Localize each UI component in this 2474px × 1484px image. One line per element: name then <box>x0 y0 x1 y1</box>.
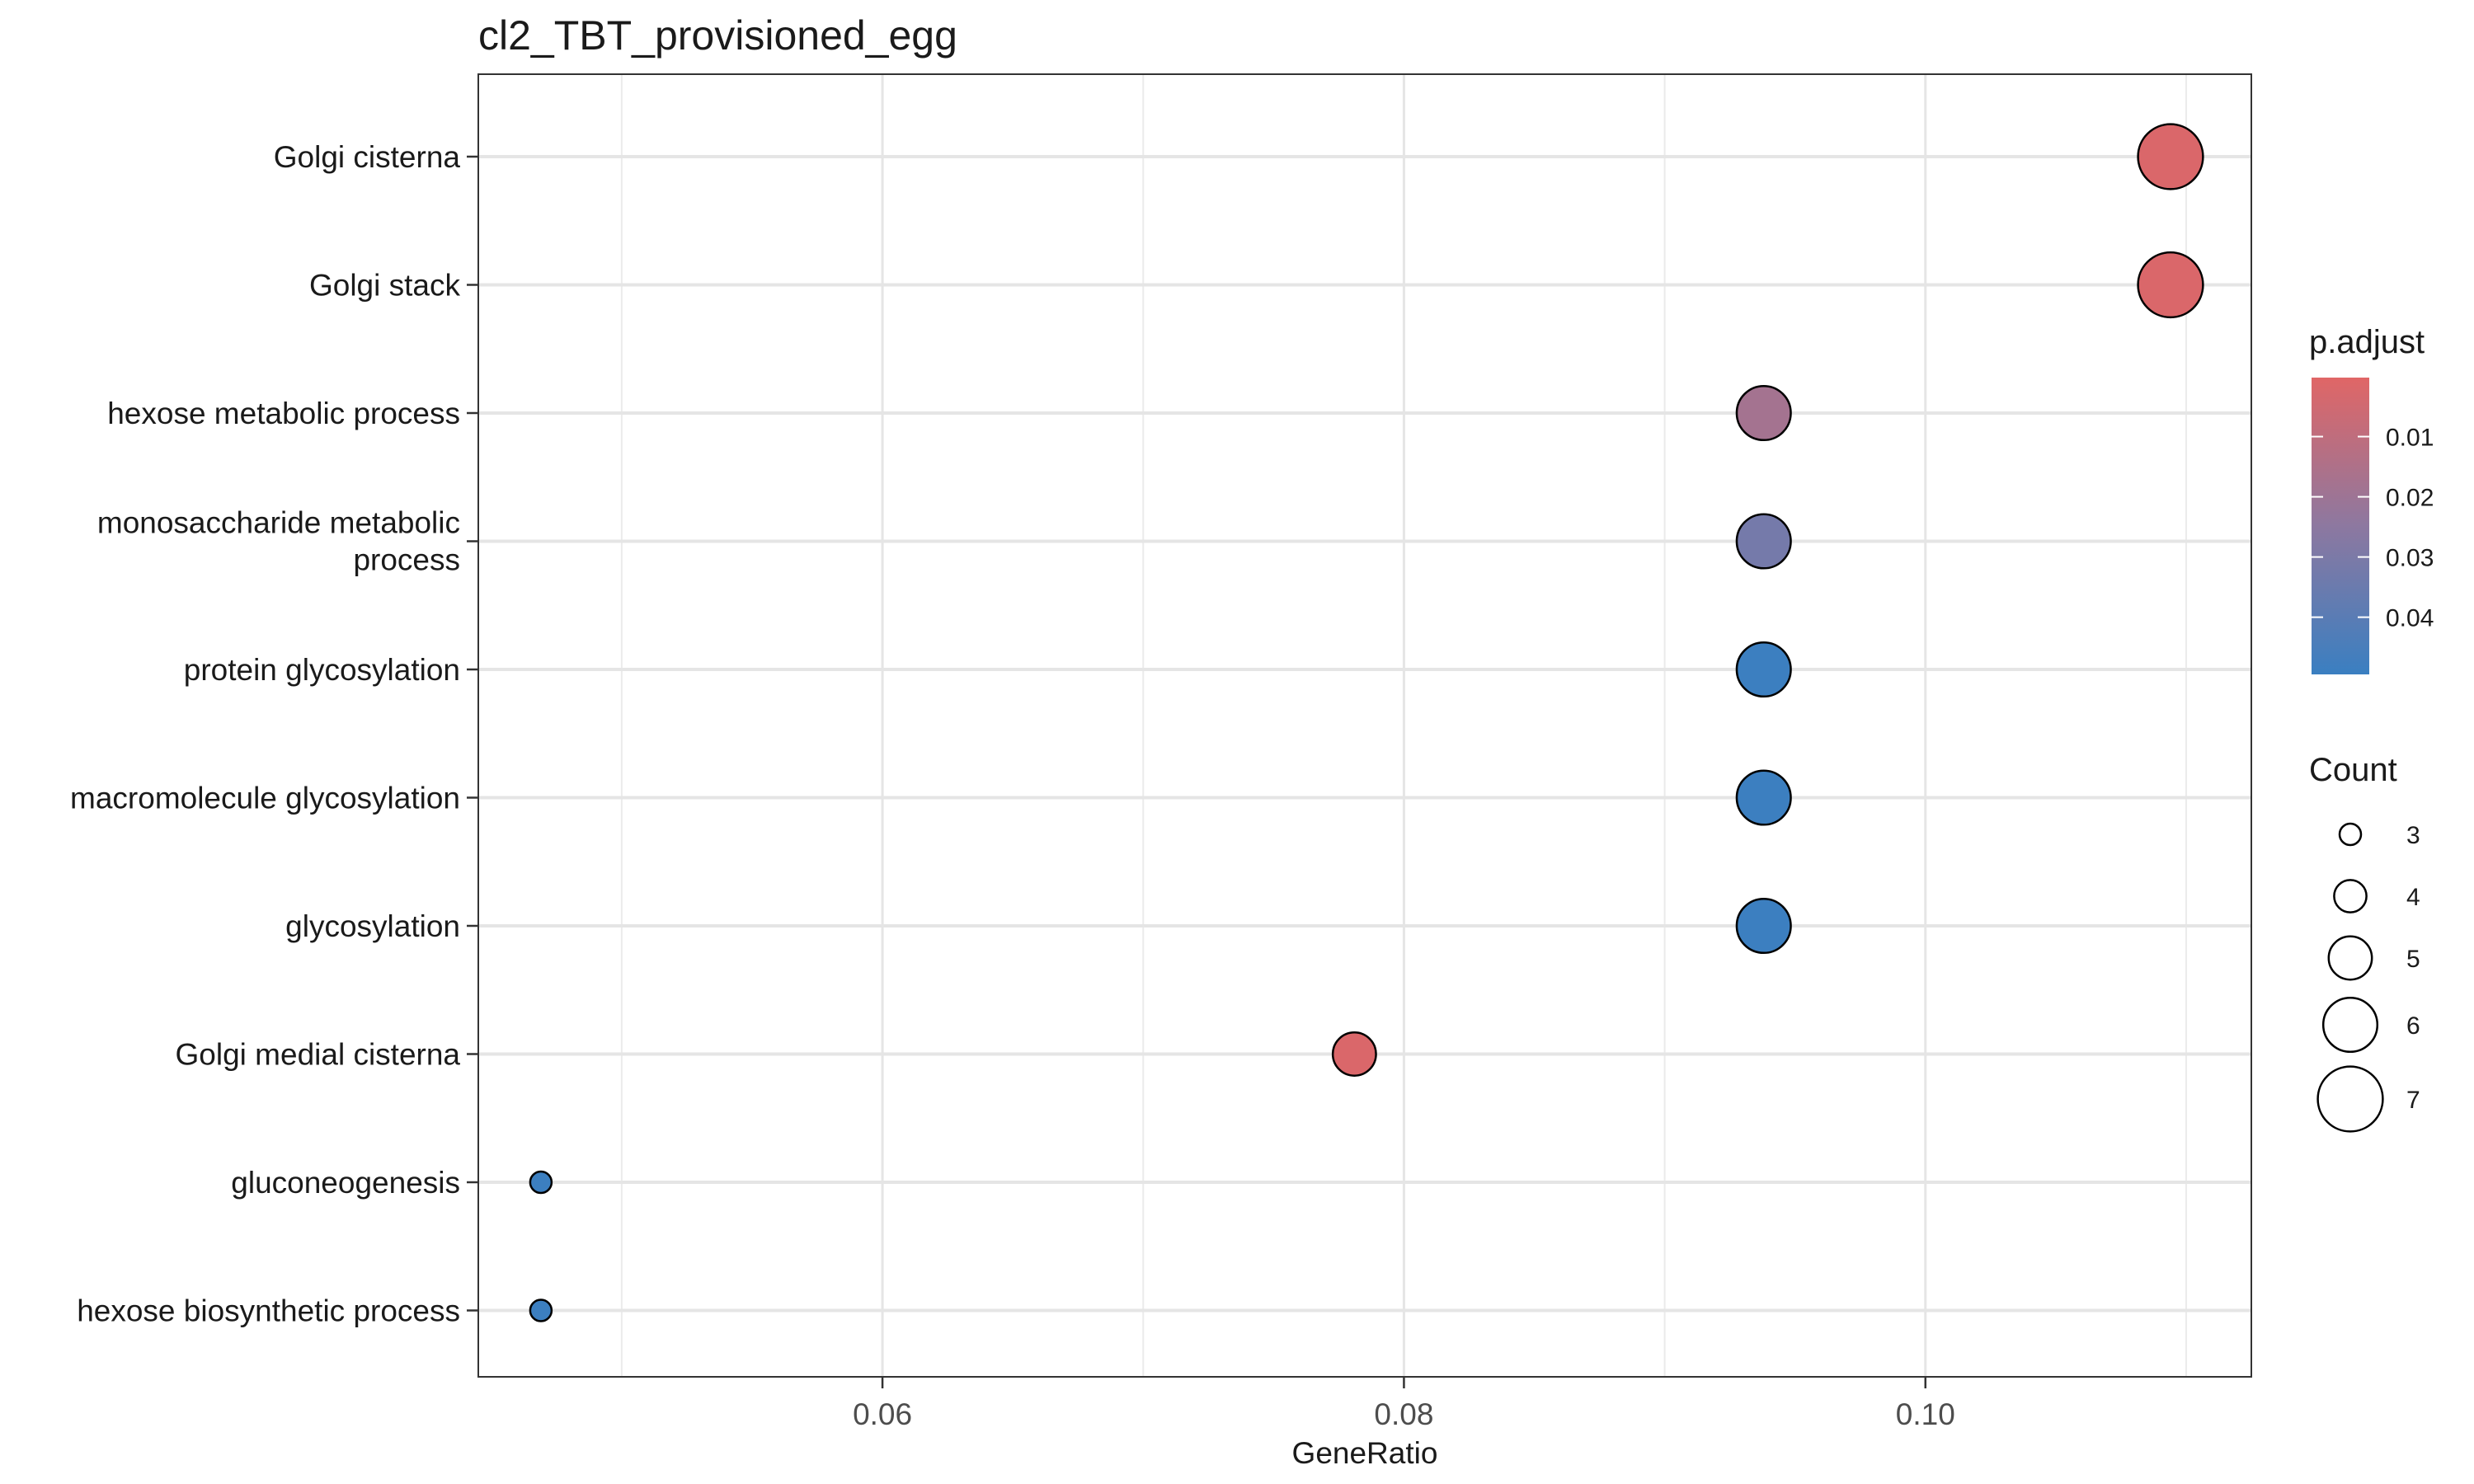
data-point <box>1735 384 1792 442</box>
count-legend-label: 3 <box>2406 822 2420 849</box>
data-point <box>1735 897 1792 955</box>
colorbar-tick-label: 0.02 <box>2386 485 2434 512</box>
count-legend-keys: 3 4 5 6 7 <box>2316 822 2420 1133</box>
data-point <box>1735 641 1792 698</box>
count-legend-title: Count <box>2309 752 2397 788</box>
y-axis: Golgi cisterna Golgi stack hexose metaboli… <box>70 140 478 1328</box>
chart-title: cl2_TBT_provisioned_egg <box>478 12 957 59</box>
count-legend-key <box>2338 822 2363 847</box>
data-point <box>1735 513 1792 570</box>
p-adjust-legend-title: p.adjust <box>2309 324 2425 360</box>
y-tick-label: Golgi stack <box>309 269 461 303</box>
y-tick-label: gluconeogenesis <box>231 1166 460 1200</box>
data-point <box>2137 251 2204 319</box>
x-axis: 0.06 0.08 0.10 <box>853 1377 1955 1431</box>
data-point <box>2137 123 2204 190</box>
count-legend-key <box>2327 935 2373 981</box>
count-legend-label: 6 <box>2406 1012 2420 1040</box>
y-tick-label: protein glycosylation <box>184 653 460 687</box>
count-legend-key <box>2333 879 2368 913</box>
data-point <box>1735 769 1792 826</box>
x-tick-label: 0.08 <box>1374 1397 1433 1431</box>
colorbar-tick-label: 0.01 <box>2386 425 2434 452</box>
y-tick-label: glycosylation <box>285 909 460 943</box>
x-tick-label: 0.06 <box>853 1397 912 1431</box>
data-point <box>529 1298 553 1322</box>
p-adjust-colorbar <box>2312 378 2369 674</box>
p-adjust-legend: p.adjust 0.01 0.02 0.03 0.04 <box>2309 324 2434 674</box>
x-tick-label: 0.10 <box>1896 1397 1955 1431</box>
plot-panel-border <box>477 73 2252 1378</box>
count-legend: Count 3 4 5 6 7 <box>2309 752 2420 1133</box>
data-point <box>1331 1031 1377 1077</box>
y-tick-label: monosaccharide metabolic <box>97 506 460 540</box>
y-tick-label: hexose biosynthetic process <box>77 1294 460 1328</box>
y-tick-label: hexose metabolic process <box>107 397 460 430</box>
y-tick-label: Golgi cisterna <box>274 140 461 174</box>
count-legend-label: 5 <box>2406 946 2420 973</box>
count-legend-label: 4 <box>2406 884 2420 911</box>
data-points <box>529 123 2204 1322</box>
count-legend-key <box>2321 996 2379 1054</box>
y-tick-label: process <box>353 543 460 577</box>
y-tick-label: macromolecule glycosylation <box>70 782 460 815</box>
data-point <box>529 1170 553 1195</box>
count-legend-key <box>2316 1065 2384 1133</box>
p-adjust-colorbar-ticks: 0.01 0.02 0.03 0.04 <box>2312 425 2434 632</box>
colorbar-tick-label: 0.04 <box>2386 605 2434 632</box>
x-axis-label: GeneRatio <box>1292 1436 1438 1470</box>
y-tick-label: Golgi medial cisterna <box>176 1038 461 1072</box>
count-legend-label: 7 <box>2406 1087 2420 1114</box>
colorbar-tick-label: 0.03 <box>2386 545 2434 572</box>
plot-panel-background <box>478 74 2251 1377</box>
